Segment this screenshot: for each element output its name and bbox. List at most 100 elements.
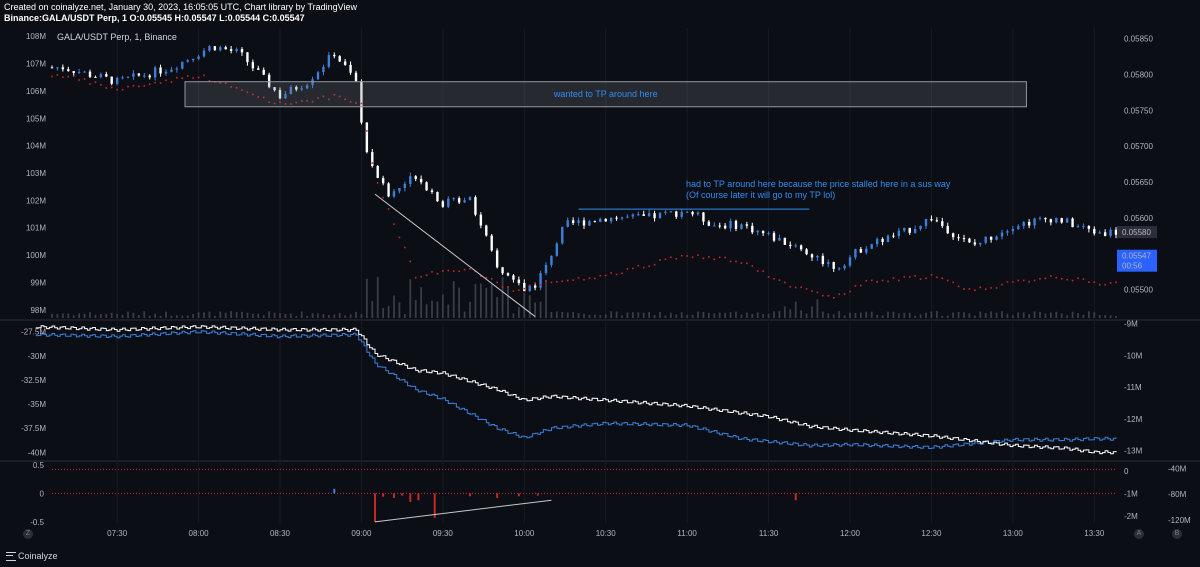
open-interest-line	[35, 325, 1117, 455]
candle-body	[316, 72, 320, 80]
volume-bar	[1044, 313, 1047, 318]
delta-bar	[469, 493, 471, 497]
volume-bar	[990, 311, 993, 318]
log-scale-button[interactable]: B	[1172, 529, 1182, 539]
volume-bar	[664, 315, 667, 318]
oi-dot	[952, 281, 954, 284]
candle-body	[930, 218, 933, 221]
candle-body	[447, 198, 450, 207]
volume-bar	[360, 314, 363, 318]
volume-bar	[773, 311, 775, 318]
oi-dot	[284, 103, 287, 105]
volume-bar	[148, 315, 151, 318]
volume-bar	[273, 312, 276, 318]
x-axis-tick-label: 10:00	[514, 529, 535, 538]
oi-dot	[235, 87, 238, 89]
oi-dot	[1012, 281, 1014, 283]
candle-body	[235, 49, 238, 51]
candle-body	[609, 217, 613, 222]
candle-body	[468, 197, 472, 201]
candle-body	[707, 221, 711, 226]
volume-bar	[154, 313, 157, 318]
candle-body	[794, 245, 797, 247]
candle-body	[105, 74, 108, 77]
oi-dot	[110, 86, 113, 89]
candle-body	[164, 71, 168, 74]
candle-body	[1044, 217, 1047, 220]
volume-bar	[838, 311, 841, 318]
oi-dot	[789, 286, 792, 288]
oi-dot	[1050, 275, 1052, 277]
price-axis-label: 0.05650	[1124, 178, 1153, 187]
volume-bar	[165, 311, 167, 318]
trend-line[interactable]	[374, 193, 536, 317]
candle-body	[349, 64, 352, 73]
oi-dot	[431, 270, 433, 273]
candle-body	[1114, 229, 1118, 235]
volume-bar	[724, 312, 727, 318]
candle-body	[1006, 231, 1009, 233]
volume-bar	[512, 313, 515, 318]
brand-logo[interactable]: Coinalyze	[6, 551, 58, 562]
volume-bar	[745, 312, 748, 318]
candle-body	[295, 86, 298, 90]
candle-body	[371, 152, 374, 167]
oi-dot	[914, 275, 916, 277]
volume-bar	[441, 294, 444, 318]
volume-bar	[876, 314, 879, 318]
volume-bar	[783, 306, 786, 318]
volume-bar	[821, 311, 824, 318]
candle-body	[875, 238, 879, 245]
candle-body	[474, 197, 477, 215]
oi-dot	[1109, 282, 1112, 284]
candle-body	[56, 67, 59, 69]
candle-body	[1011, 229, 1015, 232]
oi-dot	[165, 79, 167, 82]
delta-bar	[409, 493, 412, 502]
candle-body	[517, 279, 521, 283]
candle-body	[979, 242, 982, 245]
price-axis-label: 0.05700	[1124, 142, 1153, 151]
oi-dot	[338, 95, 341, 98]
candle-body	[1060, 217, 1063, 223]
volume-bar	[501, 276, 504, 318]
oi-dot	[1071, 279, 1074, 282]
candle-body	[593, 221, 597, 223]
oi-dot	[376, 182, 379, 184]
candle-body	[582, 220, 586, 226]
oi-dot	[447, 269, 450, 272]
oi-dot	[51, 75, 53, 78]
candle-body	[202, 50, 206, 57]
oi-dot	[203, 74, 205, 77]
oi-dot	[382, 196, 384, 199]
auto-scale-button[interactable]: A	[1134, 529, 1144, 539]
candle-body	[425, 182, 428, 191]
oi-dot	[290, 103, 292, 105]
volume-axis-label: 107M	[26, 60, 46, 69]
tp-zone-note: wanted to TP around here	[553, 89, 658, 99]
volume-bar	[718, 312, 721, 318]
candle-body	[962, 238, 966, 240]
pane3-trend-line[interactable]	[374, 499, 552, 523]
volume-bar	[51, 313, 53, 318]
volume-axis-label: 101M	[26, 224, 46, 233]
oi-dot	[349, 101, 352, 103]
candle-body	[441, 201, 445, 207]
brand-label: Coinalyze	[18, 551, 58, 561]
price-axis-label: 0.05850	[1124, 35, 1153, 44]
volume-bar	[865, 311, 868, 318]
volume-bar	[615, 311, 618, 318]
candle-body	[213, 46, 217, 51]
oi-dot	[469, 268, 471, 270]
candle-body	[897, 230, 901, 237]
volume-bar	[566, 312, 569, 318]
candle-body	[409, 176, 412, 184]
oi-dot	[659, 259, 661, 261]
zoom-reset-button[interactable]: Z	[23, 529, 33, 539]
candle-body	[490, 235, 493, 251]
volume-bar	[914, 315, 917, 318]
candle-body	[756, 230, 759, 233]
oi-dot	[83, 78, 86, 80]
tp-zone-rectangle[interactable]	[184, 81, 1027, 108]
